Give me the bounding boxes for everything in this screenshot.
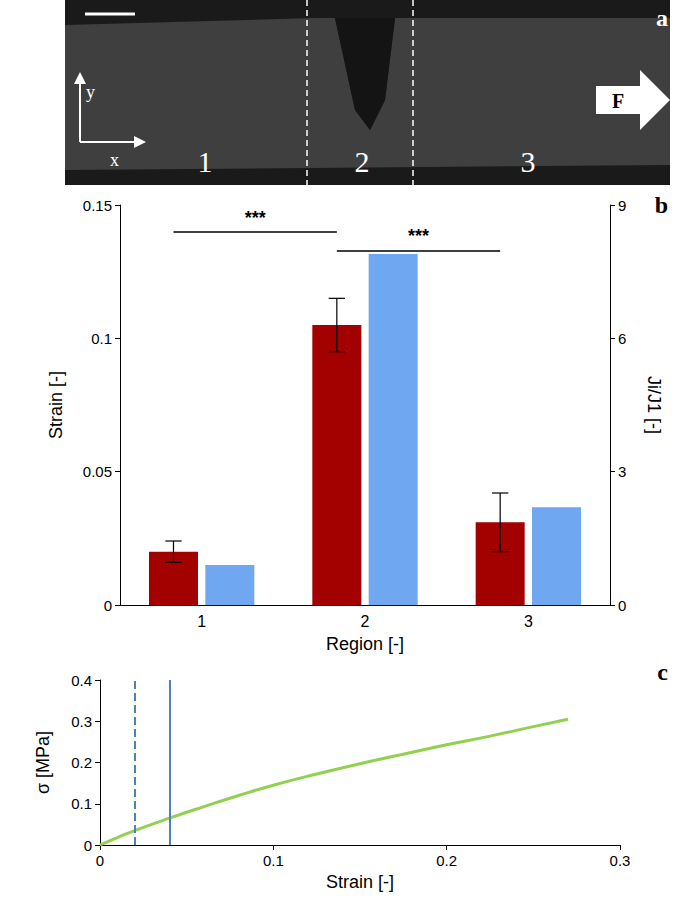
svg-text:x: x: [110, 150, 119, 170]
svg-text:1: 1: [198, 145, 213, 178]
svg-text:0.4: 0.4: [71, 672, 92, 689]
svg-text:Ji/J1 [-]: Ji/J1 [-]: [644, 376, 664, 434]
svg-text:Strain [-]: Strain [-]: [326, 872, 394, 892]
svg-text:0.1: 0.1: [71, 795, 92, 812]
svg-text:σ [MPa]: σ [MPa]: [33, 731, 53, 794]
svg-text:0: 0: [104, 597, 112, 614]
svg-text:0.2: 0.2: [71, 754, 92, 771]
svg-text:2: 2: [355, 145, 370, 178]
svg-text:Region [-]: Region [-]: [326, 634, 404, 654]
svg-text:0.3: 0.3: [71, 713, 92, 730]
svg-text:0: 0: [84, 837, 92, 854]
svg-text:1: 1: [197, 613, 206, 630]
svg-text:0.1: 0.1: [263, 852, 284, 869]
svg-text:6: 6: [618, 330, 626, 347]
svg-text:0.15: 0.15: [83, 197, 112, 214]
svg-text:***: ***: [408, 226, 429, 246]
svg-text:0: 0: [96, 852, 104, 869]
svg-text:***: ***: [245, 208, 266, 228]
svg-text:b: b: [655, 192, 668, 218]
svg-text:2: 2: [361, 613, 370, 630]
svg-text:c: c: [657, 659, 668, 685]
svg-text:3: 3: [521, 145, 536, 178]
svg-text:3: 3: [524, 613, 533, 630]
svg-text:0.3: 0.3: [610, 852, 631, 869]
svg-text:0: 0: [618, 597, 626, 614]
svg-text:y: y: [86, 82, 95, 102]
svg-text:a: a: [656, 5, 668, 31]
svg-text:0.2: 0.2: [436, 852, 457, 869]
svg-text:0.05: 0.05: [83, 463, 112, 480]
svg-text:3: 3: [618, 463, 626, 480]
svg-text:9: 9: [618, 197, 626, 214]
svg-text:F: F: [612, 90, 624, 112]
svg-text:0.1: 0.1: [91, 330, 112, 347]
svg-text:Strain [-]: Strain [-]: [46, 371, 66, 439]
